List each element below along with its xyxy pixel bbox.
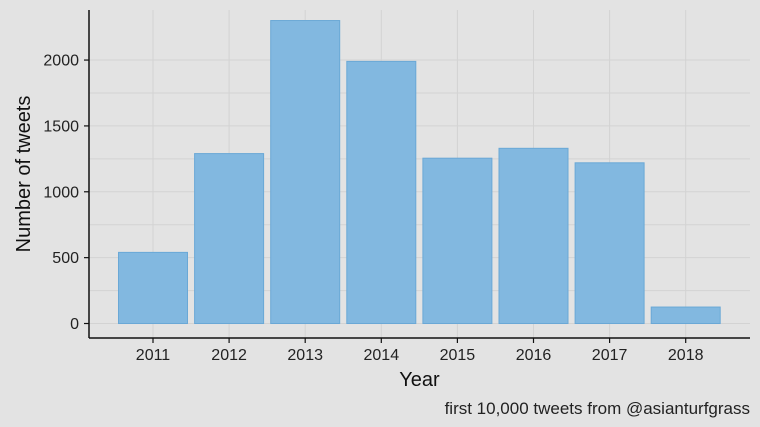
x-tick-label: 2011	[136, 347, 171, 364]
x-tick-label: 2013	[287, 347, 323, 364]
bar-2014	[346, 60, 417, 325]
y-tick-label: 1000	[43, 184, 79, 201]
y-ticks: 0 500 1000 1500 2000	[43, 53, 89, 333]
grid	[89, 10, 750, 338]
y-tick-label: 500	[52, 250, 79, 267]
bar-2015	[422, 157, 493, 325]
y-tick-label: 0	[70, 316, 79, 333]
x-axis-title: Year	[399, 369, 440, 391]
bar-2018	[650, 306, 721, 325]
x-tick-label: 2017	[592, 347, 628, 364]
x-ticks: 2011 2012 2013 2014 2015 2016 2017 2018	[136, 338, 704, 364]
bar-2012	[194, 153, 265, 325]
x-tick-label: 2018	[668, 347, 704, 364]
y-axis-title: Number of tweets	[13, 96, 35, 253]
x-tick-label: 2015	[440, 347, 476, 364]
bars	[118, 20, 721, 325]
x-tick-label: 2012	[211, 347, 247, 364]
x-tick-label: 2014	[364, 347, 400, 364]
bar-2016	[498, 147, 569, 325]
y-tick-label: 2000	[43, 53, 79, 70]
x-tick-label: 2016	[516, 347, 552, 364]
bar-2013	[270, 20, 341, 325]
bar-2017	[574, 162, 645, 325]
y-tick-label: 1500	[43, 118, 79, 135]
chart-caption: first 10,000 tweets from @asianturfgrass	[445, 399, 750, 418]
bar-2011	[118, 251, 188, 325]
axes	[88, 10, 750, 339]
